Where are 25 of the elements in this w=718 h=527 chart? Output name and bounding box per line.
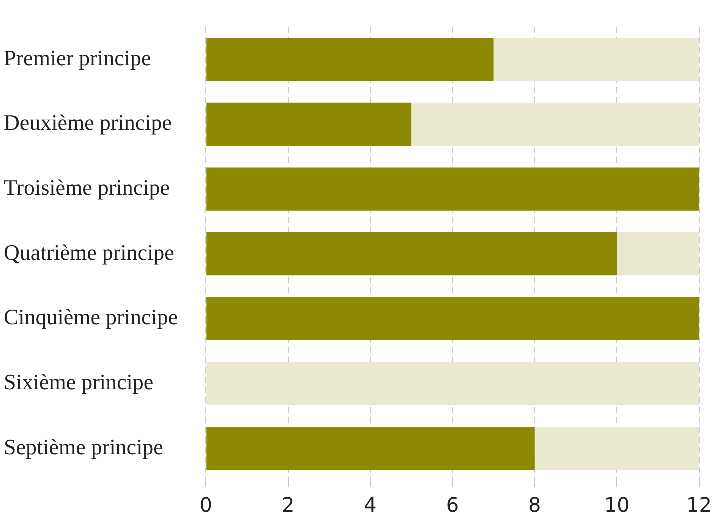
y-tick-label: Premier principe [4, 45, 152, 70]
x-tick-label: 4 [364, 493, 377, 518]
bar [617, 232, 700, 276]
bar [206, 427, 535, 470]
y-tick-label: Sixième principe [4, 370, 154, 395]
x-tick-label: 8 [528, 493, 542, 518]
y-tick-label: Cinquième principe [4, 304, 178, 330]
y-tick-label: Quatrième principe [4, 240, 174, 265]
x-tick-label: 6 [446, 493, 460, 518]
bar [206, 168, 700, 211]
bar [494, 38, 700, 82]
x-tick-label: 2 [282, 493, 295, 518]
bar [534, 427, 700, 470]
bar [412, 102, 700, 146]
y-tick-label: Deuxième principe [4, 110, 172, 136]
x-tick-label: 0 [200, 493, 212, 518]
bar [206, 232, 618, 276]
x-tick-label: 10 [604, 493, 630, 518]
x-tick-label: 12 [686, 493, 712, 518]
bar [206, 362, 700, 406]
bar [206, 297, 700, 340]
y-tick-label: Septième principe [4, 434, 164, 460]
bar [206, 38, 494, 82]
bar [206, 102, 412, 146]
y-tick-label: Troisième principe [4, 175, 170, 200]
